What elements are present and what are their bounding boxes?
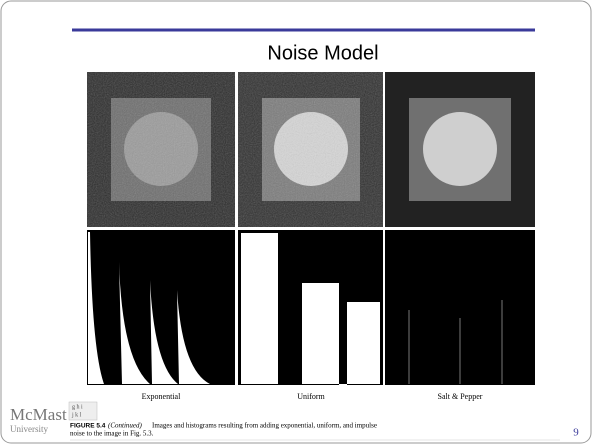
logo-sub: University — [10, 424, 48, 434]
histogram-salt-pepper — [385, 230, 535, 385]
figure-grid-row: j k l — [71, 412, 82, 418]
image-salt-pepper — [385, 72, 535, 227]
image-exponential — [87, 72, 235, 227]
slide-canvas: Noise Model Exponential — [0, 0, 592, 444]
image-uniform — [238, 72, 383, 227]
caption-note: (Continued) — [108, 422, 142, 430]
slide-title: Noise Model — [267, 42, 378, 64]
caption-text: Images and histograms resulting from add… — [152, 422, 377, 430]
figure-grid-row: g h i — [72, 404, 83, 410]
histogram-exponential — [87, 230, 235, 385]
panel-label: Salt & Pepper — [438, 392, 483, 401]
logo-name: McMast — [10, 405, 67, 424]
panel-label: Uniform — [297, 392, 325, 401]
panel-label: Exponential — [142, 392, 181, 401]
slide: Noise Model Exponential — [0, 0, 592, 444]
page-number: 9 — [573, 427, 579, 439]
caption-text: noise to the image in Fig. 5.3. — [70, 430, 154, 438]
histogram-uniform — [238, 230, 383, 385]
